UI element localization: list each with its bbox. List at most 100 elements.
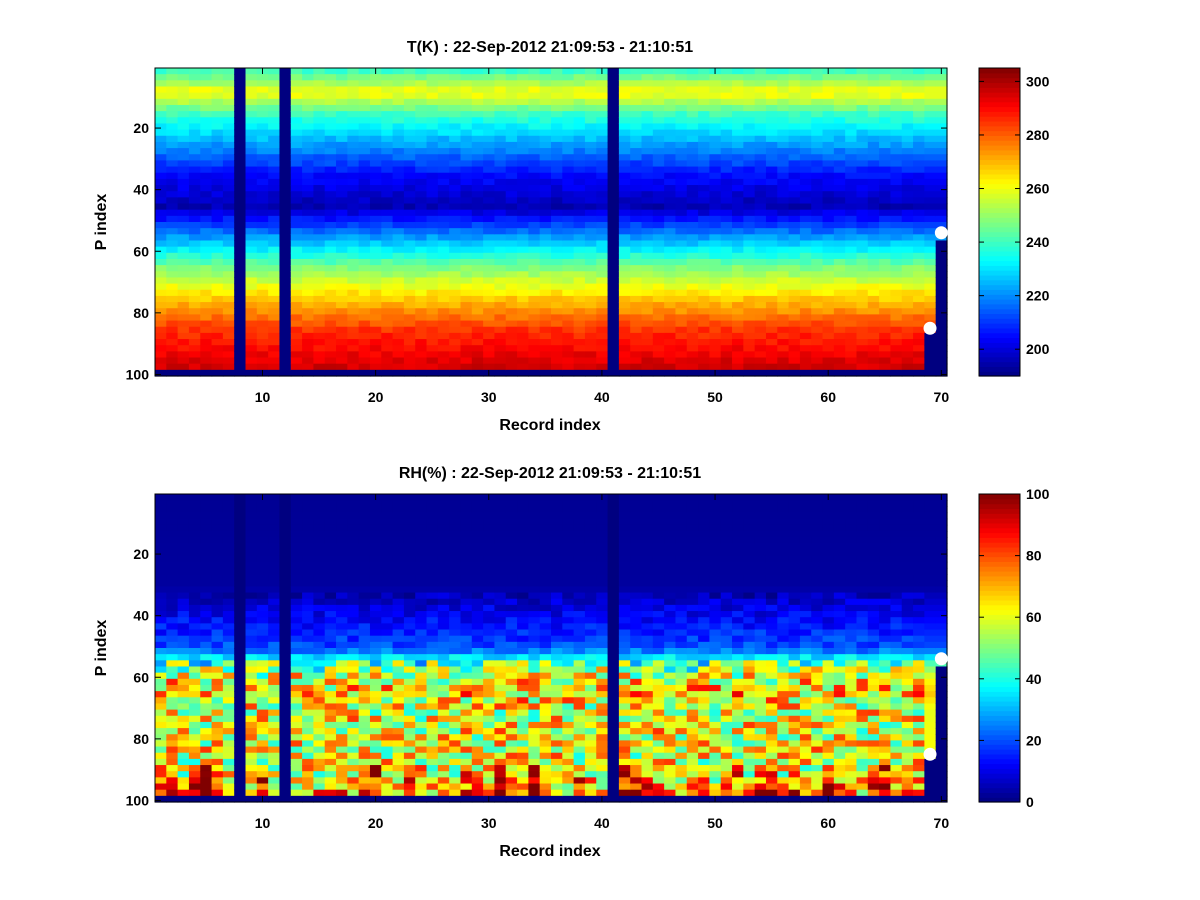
heatmap-cell: [336, 574, 348, 581]
heatmap-cell: [913, 289, 925, 297]
heatmap-cell: [336, 672, 348, 680]
heatmap-cell: [935, 191, 948, 198]
heatmap-cell: [302, 86, 314, 94]
heatmap-cell: [234, 357, 247, 365]
heatmap-cell: [381, 339, 394, 346]
heatmap-cell: [358, 68, 371, 75]
heatmap-cell: [449, 506, 462, 514]
heatmap-cell: [347, 295, 360, 303]
heatmap-cell: [675, 92, 688, 100]
heatmap-cell: [437, 154, 450, 161]
heatmap-cell: [913, 185, 925, 192]
heatmap-cell: [743, 191, 756, 198]
heatmap-cell: [822, 289, 835, 297]
heatmap-cell: [698, 302, 710, 309]
heatmap-cell: [732, 203, 744, 211]
heatmap-cell: [279, 191, 292, 198]
heatmap-cell: [788, 86, 801, 94]
heatmap-cell: [347, 160, 360, 168]
heatmap-cell: [313, 141, 326, 149]
heatmap-cell: [618, 98, 631, 106]
heatmap-cell: [403, 209, 416, 217]
heatmap-cell: [698, 154, 710, 161]
heatmap-cell: [505, 74, 518, 81]
heatmap-cell: [822, 154, 835, 161]
heatmap-cell: [279, 314, 292, 322]
heatmap-cell: [403, 617, 416, 624]
heatmap-cell: [369, 252, 382, 260]
heatmap-cell: [369, 123, 382, 131]
heatmap-cell: [392, 500, 405, 507]
heatmap-cell: [302, 555, 314, 563]
heatmap-cell: [641, 258, 654, 266]
heatmap-cell: [336, 666, 348, 674]
heatmap-cell: [913, 191, 925, 198]
heatmap-cell: [222, 326, 235, 334]
heatmap-cell: [811, 111, 824, 118]
heatmap-cell: [392, 715, 405, 723]
heatmap-cell: [415, 141, 428, 149]
heatmap-cell: [245, 345, 258, 352]
heatmap-cell: [822, 246, 835, 254]
heatmap-cell: [913, 363, 925, 371]
heatmap-cell: [799, 209, 812, 217]
heatmap-cell: [211, 252, 224, 260]
heatmap-cell: [901, 314, 914, 322]
heatmap-cell: [913, 166, 925, 174]
heatmap-cell: [256, 141, 269, 149]
heatmap-cell: [743, 369, 756, 377]
heatmap-cell: [449, 289, 462, 297]
heatmap-cell: [811, 369, 824, 377]
heatmap-cell: [618, 129, 631, 137]
heatmap-cell: [166, 129, 179, 137]
heatmap-cell: [528, 215, 541, 223]
heatmap-cell: [494, 320, 507, 328]
heatmap-cell: [415, 215, 428, 223]
heatmap-cell: [754, 123, 767, 131]
heatmap-cell: [924, 222, 937, 229]
heatmap-cell: [765, 332, 778, 340]
heatmap-cell: [302, 178, 314, 186]
heatmap-cell: [290, 369, 303, 377]
heatmap-cell: [188, 629, 201, 637]
colorbar-segment: [979, 149, 1020, 156]
heatmap-cell: [256, 215, 269, 223]
heatmap-cell: [845, 351, 858, 359]
heatmap-cell: [641, 369, 654, 377]
heatmap-cell: [539, 74, 552, 81]
heatmap-cell: [211, 512, 224, 520]
heatmap-cell: [245, 512, 258, 520]
heatmap-cell: [177, 715, 190, 723]
heatmap-cell: [256, 660, 269, 668]
heatmap-cell: [166, 308, 179, 315]
heatmap-cell: [324, 246, 337, 254]
heatmap-cell: [302, 74, 314, 81]
heatmap-cell: [799, 185, 812, 192]
heatmap-cell: [675, 295, 688, 303]
heatmap-cell: [845, 104, 858, 112]
heatmap-cell: [369, 623, 382, 631]
heatmap-cell: [426, 172, 439, 180]
heatmap-cell: [188, 154, 201, 161]
heatmap-cell: [347, 234, 360, 242]
heatmap-cell: [256, 623, 269, 631]
heatmap-cell: [426, 320, 439, 328]
heatmap-cell: [324, 783, 337, 791]
heatmap-cell: [494, 148, 507, 155]
heatmap-cell: [777, 345, 790, 352]
heatmap-cell: [369, 154, 382, 161]
heatmap-cell: [403, 765, 416, 772]
heatmap-cell: [392, 678, 405, 686]
heatmap-cell: [630, 228, 643, 235]
heatmap-cell: [551, 283, 563, 291]
heatmap-cell: [822, 92, 835, 100]
heatmap-cell: [336, 363, 348, 371]
heatmap-cell: [347, 246, 360, 254]
heatmap-cell: [302, 369, 314, 377]
heatmap-cell: [200, 271, 213, 279]
heatmap-cell: [449, 709, 462, 717]
heatmap-cell: [358, 209, 371, 217]
heatmap-cell: [245, 339, 258, 346]
heatmap-cell: [471, 302, 484, 309]
heatmap-cell: [698, 111, 710, 118]
